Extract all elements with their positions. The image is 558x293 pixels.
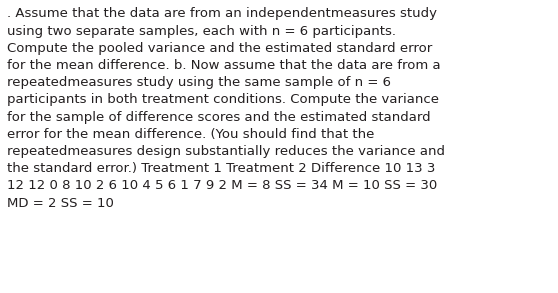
Text: . Assume that the data are from an independentmeasures study
using two separate : . Assume that the data are from an indep… — [7, 7, 445, 209]
